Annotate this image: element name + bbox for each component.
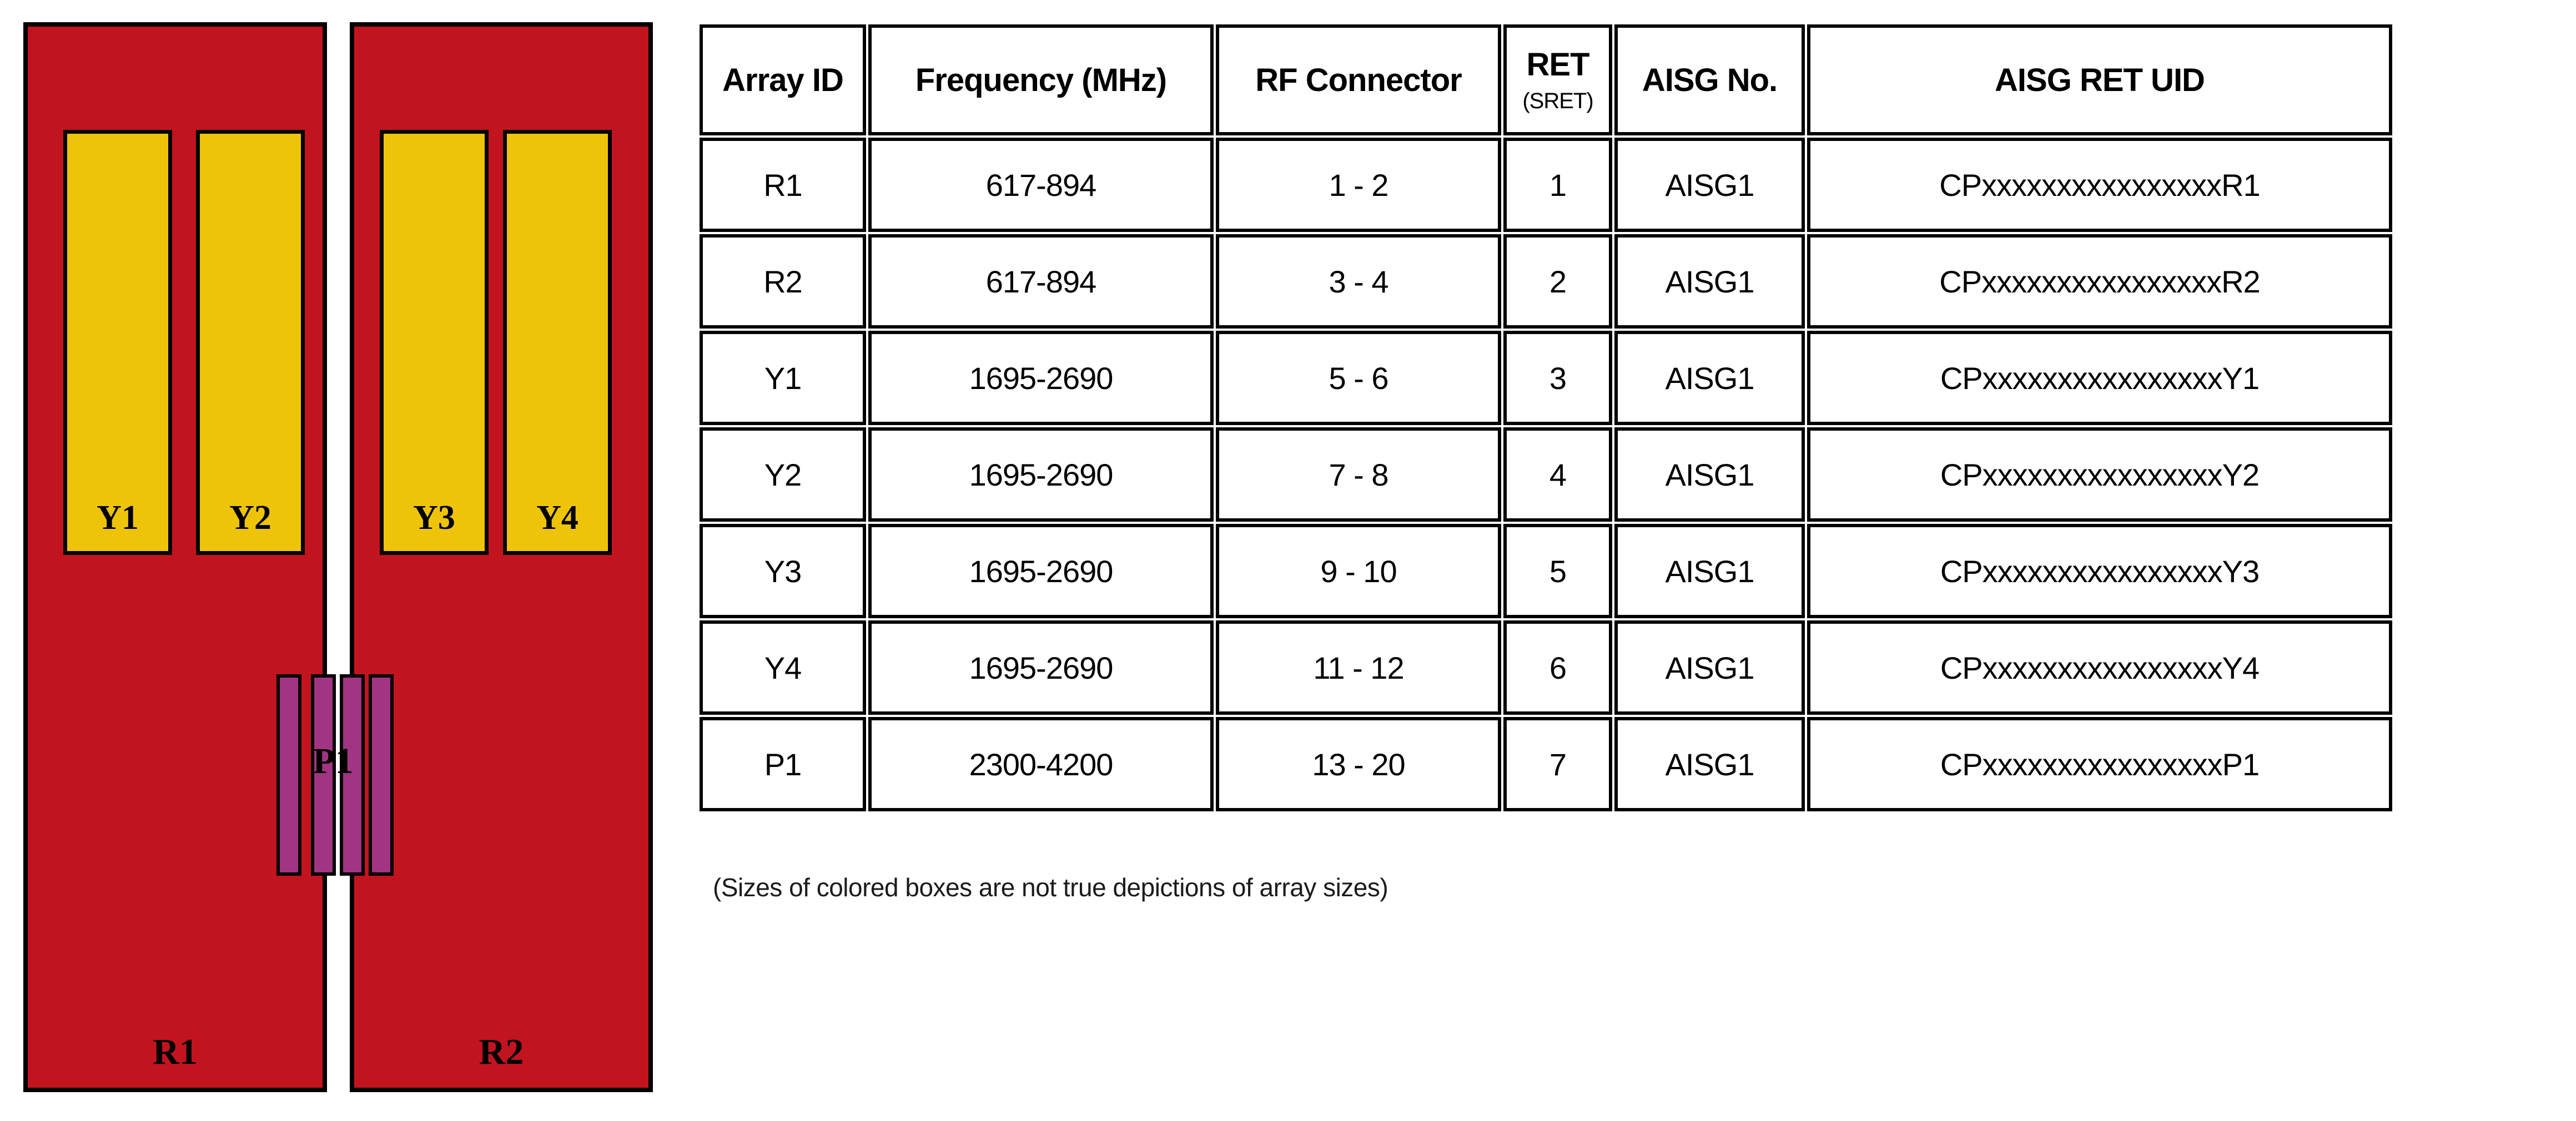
array-box-y4: Y4 — [503, 130, 612, 555]
header-rf-connector: RF Connector — [1216, 24, 1501, 135]
ret-cell: 3 — [1503, 331, 1612, 425]
rf-connector-cell: 9 - 10 — [1216, 524, 1501, 618]
rf-connector-cell: 7 - 8 — [1216, 427, 1501, 522]
ret-cell: 1 — [1503, 138, 1612, 232]
table-row-r2: R2 617-894 3 - 4 2 AISG1 CPxxxxxxxxxxxxx… — [700, 234, 2392, 329]
frequency-cell: 2300-4200 — [868, 717, 1214, 811]
aisg-ret-uid-cell: CPxxxxxxxxxxxxxxxxY3 — [1807, 524, 2392, 618]
array-id-cell: R2 — [700, 234, 866, 329]
table-row-r1: R1 617-894 1 - 2 1 AISG1 CPxxxxxxxxxxxxx… — [700, 138, 2392, 232]
frequency-cell: 617-894 — [868, 234, 1214, 329]
header-frequency: Frequency (MHz) — [868, 24, 1214, 135]
array-id-cell: Y1 — [700, 331, 866, 425]
array-label-y3: Y3 — [413, 499, 455, 537]
aisg-ret-uid-cell: CPxxxxxxxxxxxxxxxxY2 — [1807, 427, 2392, 522]
array-label-y1: Y1 — [97, 499, 139, 537]
frequency-cell: 1695-2690 — [868, 331, 1214, 425]
rf-connector-cell: 11 - 12 — [1216, 620, 1501, 715]
ret-cell: 2 — [1503, 234, 1612, 329]
size-disclaimer-note: (Sizes of colored boxes are not true dep… — [713, 873, 1388, 902]
array-box-y1: Y1 — [63, 130, 172, 555]
table-row-y4: Y4 1695-2690 11 - 12 6 AISG1 CPxxxxxxxxx… — [700, 620, 2392, 715]
array-id-cell: Y2 — [700, 427, 866, 522]
header-row: Array ID Frequency (MHz) RF Connector RE… — [700, 24, 2392, 135]
header-aisg-no: AISG No. — [1614, 24, 1805, 135]
aisg-no-cell: AISG1 — [1614, 620, 1805, 715]
table-row-y3: Y3 1695-2690 9 - 10 5 AISG1 CPxxxxxxxxxx… — [700, 524, 2392, 618]
frequency-cell: 1695-2690 — [868, 620, 1214, 715]
frequency-cell: 1695-2690 — [868, 524, 1214, 618]
array-id-cell: Y4 — [700, 620, 866, 715]
panel-label-r1: R1 — [153, 1032, 198, 1072]
array-id-cell: R1 — [700, 138, 866, 232]
rf-connector-cell: 1 - 2 — [1216, 138, 1501, 232]
table-row-p1: P1 2300-4200 13 - 20 7 AISG1 CPxxxxxxxxx… — [700, 717, 2392, 811]
purple-array-bar-1 — [276, 674, 301, 876]
aisg-ret-uid-cell: CPxxxxxxxxxxxxxxxxR2 — [1807, 234, 2392, 329]
aisg-no-cell: AISG1 — [1614, 717, 1805, 811]
aisg-ret-uid-cell: CPxxxxxxxxxxxxxxxxP1 — [1807, 717, 2392, 811]
array-id-cell: Y3 — [700, 524, 866, 618]
aisg-ret-uid-cell: CPxxxxxxxxxxxxxxxxY4 — [1807, 620, 2392, 715]
aisg-ret-uid-cell: CPxxxxxxxxxxxxxxxxR1 — [1807, 138, 2392, 232]
panel-label-r2: R2 — [479, 1032, 524, 1072]
rf-connector-cell: 5 - 6 — [1216, 331, 1501, 425]
rf-connector-cell: 13 - 20 — [1216, 717, 1501, 811]
purple-array-bar-4 — [369, 674, 394, 876]
table-row-y2: Y2 1695-2690 7 - 8 4 AISG1 CPxxxxxxxxxxx… — [700, 427, 2392, 522]
aisg-no-cell: AISG1 — [1614, 524, 1805, 618]
aisg-no-cell: AISG1 — [1614, 234, 1805, 329]
frequency-cell: 617-894 — [868, 138, 1214, 232]
array-box-y3: Y3 — [380, 130, 489, 555]
header-ret: RET (SRET) — [1503, 24, 1612, 135]
aisg-no-cell: AISG1 — [1614, 331, 1805, 425]
header-ret-main: RET — [1526, 47, 1590, 83]
array-config-table: Array ID Frequency (MHz) RF Connector RE… — [697, 22, 2394, 814]
header-aisg-ret-uid: AISG RET UID — [1807, 24, 2392, 135]
header-ret-sub: (SRET) — [1522, 89, 1593, 113]
array-box-y2: Y2 — [196, 130, 305, 555]
purple-array-bar-3 — [340, 674, 365, 876]
ret-cell: 7 — [1503, 717, 1612, 811]
ret-cell: 6 — [1503, 620, 1612, 715]
aisg-ret-uid-cell: CPxxxxxxxxxxxxxxxxY1 — [1807, 331, 2392, 425]
array-label-y2: Y2 — [229, 499, 271, 537]
array-label-p1: P1 — [313, 741, 354, 781]
aisg-no-cell: AISG1 — [1614, 427, 1805, 522]
table-row-y1: Y1 1695-2690 5 - 6 3 AISG1 CPxxxxxxxxxxx… — [700, 331, 2392, 425]
rf-connector-cell: 3 - 4 — [1216, 234, 1501, 329]
purple-array-bar-2 — [311, 674, 336, 876]
aisg-no-cell: AISG1 — [1614, 138, 1805, 232]
frequency-cell: 1695-2690 — [868, 427, 1214, 522]
header-array-id: Array ID — [700, 24, 866, 135]
array-label-y4: Y4 — [536, 499, 578, 537]
array-id-cell: P1 — [700, 717, 866, 811]
ret-cell: 5 — [1503, 524, 1612, 618]
ret-cell: 4 — [1503, 427, 1612, 522]
